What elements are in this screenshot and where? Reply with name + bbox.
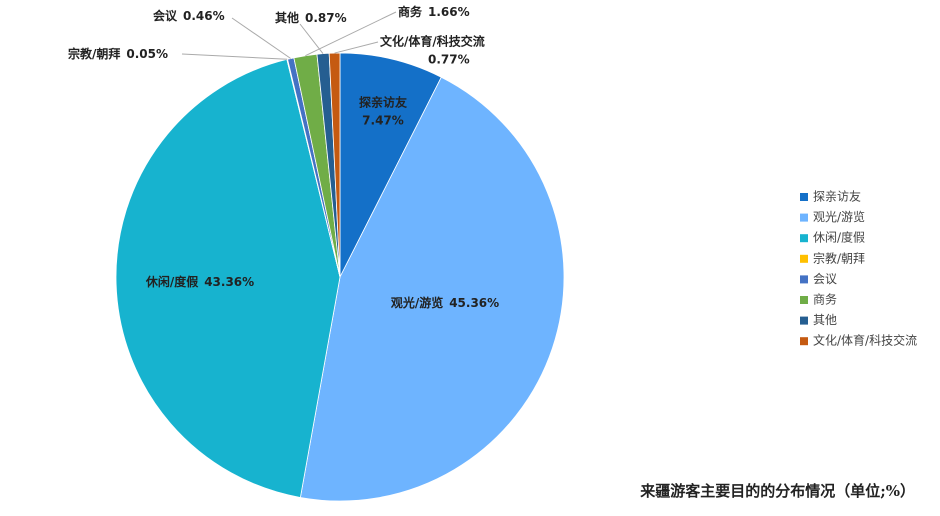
legend-label: 会议 bbox=[813, 272, 837, 286]
legend-label: 探亲访友 bbox=[813, 190, 861, 204]
legend-swatch bbox=[800, 337, 808, 346]
legend-swatch bbox=[800, 254, 808, 263]
legend-swatch bbox=[800, 275, 808, 284]
legend-label: 宗教/朝拜 bbox=[813, 250, 865, 265]
data-label: 观光/游览 45.36% bbox=[391, 295, 499, 310]
data-label-value: 0.46% bbox=[183, 9, 225, 23]
pie-slice bbox=[339, 52, 442, 278]
pie-slice bbox=[115, 58, 341, 498]
legend-label: 商务 bbox=[813, 292, 837, 307]
data-label-value: 0.77% bbox=[428, 53, 470, 67]
data-label-name: 休闲/度假 bbox=[145, 274, 199, 289]
legend-swatch bbox=[800, 213, 808, 222]
data-label-value: 0.05% bbox=[126, 47, 168, 61]
data-label-name: 会议 bbox=[153, 8, 178, 23]
chart-title: 来疆游客主要目的的分布情况（单位;%） bbox=[639, 482, 915, 500]
legend-label: 其他 bbox=[813, 313, 837, 327]
data-label-name: 商务 bbox=[398, 4, 423, 19]
leader-line bbox=[299, 23, 324, 54]
legend-swatch bbox=[800, 316, 808, 325]
data-label-name: 文化/体育/科技交流 bbox=[380, 34, 485, 49]
legend-swatch bbox=[800, 234, 808, 243]
data-label: 其他 0.87% bbox=[275, 10, 347, 25]
data-label-name: 其他 bbox=[275, 10, 299, 25]
data-label: 宗教/朝拜 0.05% bbox=[68, 46, 168, 61]
data-label: 休闲/度假 43.36% bbox=[145, 274, 254, 289]
leader-line bbox=[305, 11, 397, 57]
data-label-value: 1.66% bbox=[428, 5, 470, 19]
leader-line bbox=[181, 53, 288, 60]
data-label: 会议 0.46% bbox=[153, 8, 225, 23]
data-label: 商务 1.66% bbox=[398, 4, 470, 19]
data-label-name: 宗教/朝拜 bbox=[68, 46, 120, 61]
data-label-value: 0.87% bbox=[305, 11, 347, 25]
data-label-name: 观光/游览 bbox=[391, 295, 443, 310]
leader-line bbox=[334, 41, 379, 54]
legend-label: 休闲/度假 bbox=[813, 230, 865, 245]
data-label-name: 探亲访友 bbox=[359, 95, 407, 110]
legend-label: 观光/游览 bbox=[813, 209, 865, 224]
data-label-value: 45.36% bbox=[449, 296, 499, 310]
legend-label: 文化/体育/科技交流 bbox=[813, 333, 917, 348]
pie-slice bbox=[299, 76, 565, 502]
leader-line bbox=[231, 17, 292, 59]
data-label-value: 43.36% bbox=[204, 275, 254, 289]
legend-swatch bbox=[800, 193, 808, 201]
data-label-value: 7.47% bbox=[362, 114, 404, 128]
legend-swatch bbox=[800, 296, 808, 304]
